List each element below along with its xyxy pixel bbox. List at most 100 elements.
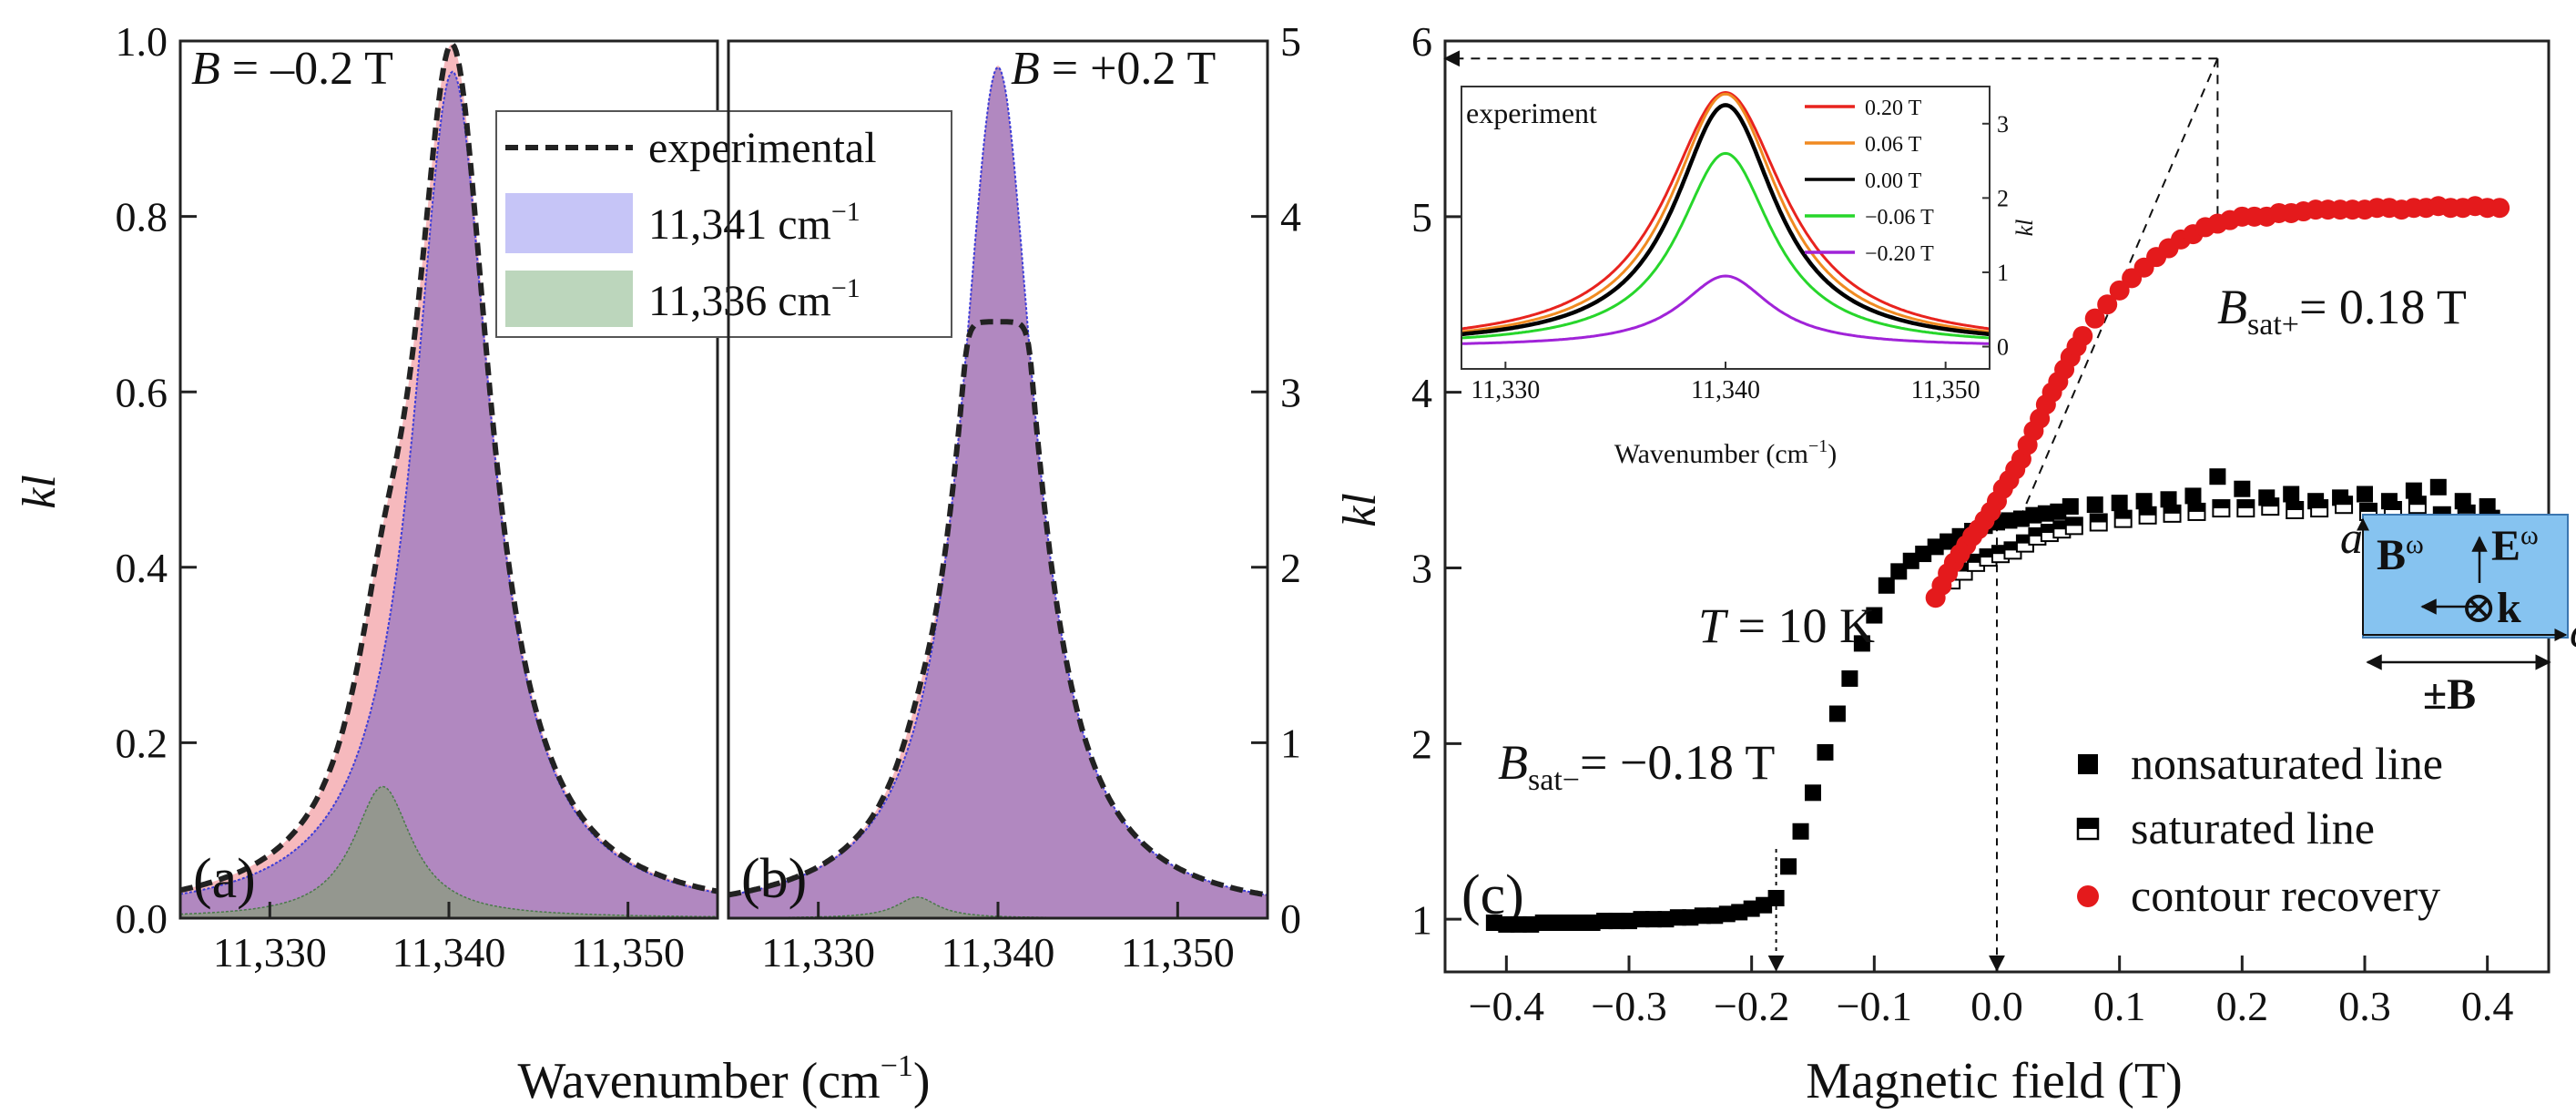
panel-b-y-tick-label: 0	[1280, 895, 1301, 942]
panel-c-x-tick-label: 0.4	[2461, 983, 2514, 1029]
panel-b-y-tick-label: 4	[1280, 194, 1301, 240]
panel-c-y-ticks: 1 2 3 4 5 6	[1411, 18, 1461, 943]
e-omega-label: Eω	[2491, 520, 2539, 570]
panel-c-x-tick-label: −0.3	[1591, 983, 1666, 1029]
panel-b-field-B: B	[1011, 43, 1040, 95]
nonsaturated-point	[1866, 607, 1883, 624]
nonsaturated-point	[2357, 485, 2373, 503]
legend-label-experimental: experimental	[648, 124, 877, 172]
nonsaturated-point	[1767, 890, 1785, 907]
panel-a-y-ticks: 0.0 0.2 0.4 0.6 0.8 1.0	[116, 18, 197, 942]
legend-marker-half	[2076, 817, 2100, 841]
saturated-point	[2089, 513, 2108, 532]
legend-label-nonsaturated: nonsaturated line	[2131, 738, 2443, 789]
panel-a-green-area	[180, 785, 718, 918]
panel-b-field-value: = +0.2 T	[1040, 43, 1216, 95]
contour-recovery-point	[2097, 294, 2118, 315]
nonsaturated-point	[1853, 635, 1870, 652]
panel-c-legend: nonsaturated line saturated line contour…	[2076, 738, 2443, 921]
inset-legend-label: 0.06 T	[1865, 133, 1922, 157]
panel-a-ylabel: kl	[14, 475, 66, 509]
panel-a-x-tick-label: 11,330	[213, 929, 327, 976]
panel-a-y-tick-label: 1.0	[116, 18, 168, 65]
panel-b-y-tick-label: 1	[1280, 721, 1301, 767]
nonsaturated-point	[1828, 705, 1846, 722]
panel-b: 0 1 2 3 4 5 11,330 11,340 11,350 (b) B = +0.2 T	[727, 18, 1301, 976]
inset-curve	[1461, 103, 1990, 337]
contour-recovery-point	[2072, 325, 2093, 346]
panel-c-x-tick-label: −0.2	[1714, 983, 1789, 1029]
saturated-point	[2236, 499, 2255, 518]
inset-y-tick-label: 2	[1997, 185, 2009, 211]
panel-a-label: (a)	[193, 848, 256, 910]
inset-curve	[1461, 274, 1990, 345]
legend-label-saturated: saturated line	[2131, 802, 2375, 853]
bsat-plus-annotation: Bsat+= 0.18 T	[2217, 280, 2467, 342]
inset-curve	[1461, 92, 1990, 333]
panel-c-y-tick-label: 4	[1411, 370, 1432, 416]
legend-green-swatch	[505, 271, 633, 327]
geometry-inset: a c Bω Eω ⊗ k ±B	[2340, 512, 2576, 719]
nonsaturated-point	[2405, 482, 2422, 499]
panel-b-y-tick-label: 2	[1280, 545, 1301, 591]
panel-c-y-tick-label: 1	[1411, 896, 1432, 943]
geometry-box	[2362, 514, 2569, 639]
legend-blue-swatch	[505, 193, 633, 253]
nonsaturated-point	[2283, 485, 2300, 503]
panel-b-x-tick-label: 11,350	[1121, 929, 1235, 976]
inset-ylabel: kl	[2011, 220, 2038, 237]
saturated-point	[2335, 496, 2354, 515]
inset-curve	[1461, 151, 1990, 340]
inset-y-tick-label: 3	[1997, 111, 2009, 138]
inset-x-ticks: 11,330 11,340 11,350	[1471, 362, 1980, 404]
bsat-minus-annotation: Bsat−= −0.18 T	[1498, 735, 1775, 797]
saturated-point	[2138, 506, 2157, 525]
panel-c-x-tick-label: −0.1	[1837, 983, 1912, 1029]
inset-curves	[1461, 90, 1990, 345]
inset-legend-label: 0.00 T	[1865, 169, 1922, 193]
inset-legend: 0.20 T 0.06 T 0.00 T −0.06 T −0.20 T	[1805, 97, 1934, 266]
panel-b-field-annotation: B = +0.2 T	[1011, 43, 1216, 95]
legend-label-11341: 11,341 cm−1	[648, 197, 860, 249]
saturated-point	[2212, 499, 2231, 518]
panel-b-y-tick-label: 3	[1280, 369, 1301, 415]
axis-c-label: c	[2570, 606, 2576, 657]
panel-c-x-tick-label: −0.4	[1469, 983, 1544, 1029]
nonsaturated-point	[2062, 498, 2079, 515]
nonsaturated-point	[2209, 468, 2226, 485]
inset-x-tick-label: 11,350	[1911, 376, 1980, 404]
b-omega-label: Bω	[2377, 529, 2424, 579]
panel-a-purple-area	[180, 70, 718, 918]
saturated-point	[2113, 509, 2133, 528]
saturated-point	[2286, 501, 2305, 519]
legend-marker-red	[2077, 885, 2099, 907]
panel-c-x-tick-label: 0.2	[2216, 983, 2269, 1029]
contour-recovery-point	[2109, 280, 2130, 301]
contour-recovery-point	[2084, 308, 2105, 329]
nonsaturated-point	[2111, 495, 2128, 512]
panel-a-y-tick-label: 0.6	[116, 369, 168, 415]
panel-c-xlabel: Magnetic field (T)	[1806, 1053, 2183, 1109]
otimes-k-symbol: ⊗	[2460, 584, 2497, 632]
panel-b-x-tick-label: 11,330	[761, 929, 875, 976]
nonsaturated-point	[1841, 669, 1858, 687]
k-label: k	[2497, 584, 2521, 632]
saturated-point	[2310, 499, 2329, 518]
inset-legend-label: −0.20 T	[1865, 242, 1934, 266]
panel-ab-xlabel: Wavenumber (cm−1)	[517, 1049, 930, 1109]
panel-a-y-tick-label: 0.4	[116, 545, 168, 591]
pm-b-label: ±B	[2423, 670, 2476, 719]
panel-b-experimental-curve	[728, 319, 1268, 898]
inset-y-tick-label: 0	[1997, 334, 2009, 361]
panel-b-purple-area	[728, 66, 1268, 918]
panel-a-plot	[180, 41, 718, 918]
panel-c-ylabel: kl	[1334, 493, 1386, 527]
inset-x-tick-label: 11,330	[1471, 376, 1540, 404]
nonsaturated-point	[1780, 858, 1797, 875]
legend-label-contour: contour recovery	[2131, 870, 2440, 921]
panel-c-x-tick-label: 0.0	[1970, 983, 2023, 1029]
panel-a-y-tick-label: 0.2	[116, 721, 168, 767]
panel-b-y-tick-label: 5	[1280, 18, 1301, 65]
nonsaturated-point	[1805, 784, 1821, 802]
